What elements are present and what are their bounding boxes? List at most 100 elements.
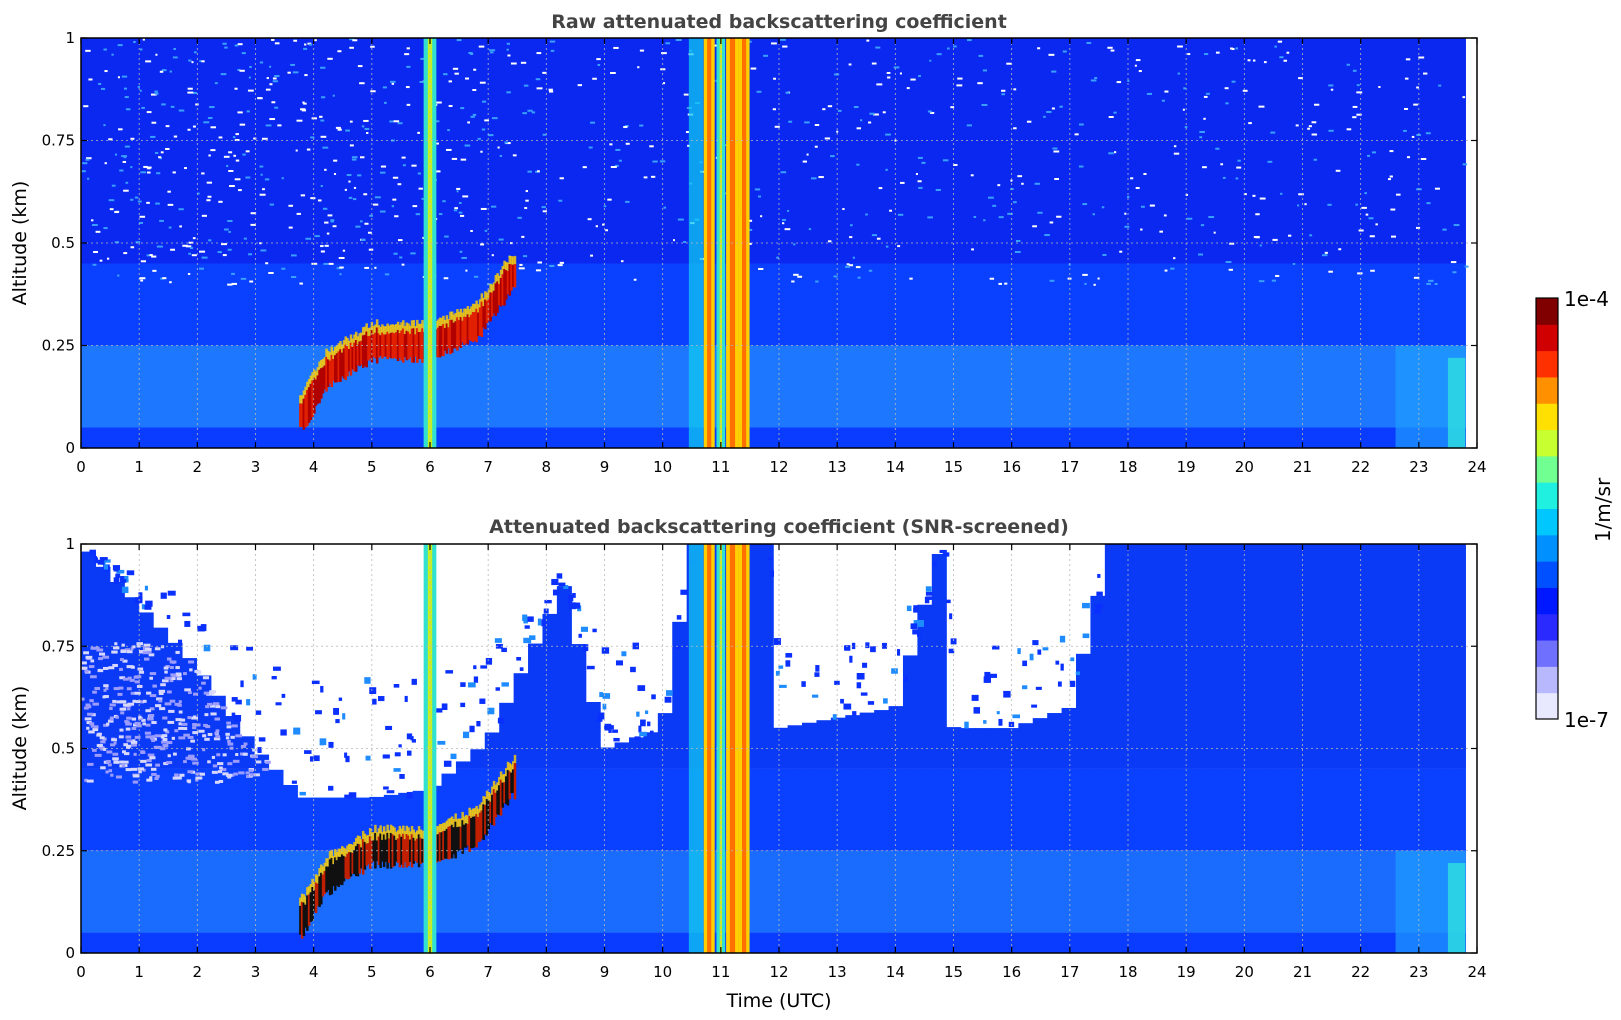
field-column [1076,653,1092,953]
x-tick-label: 7 [483,963,493,981]
field-column [845,715,861,953]
field-column [340,38,356,448]
x-tick-label: 8 [542,458,552,476]
field-column [1364,38,1380,448]
x-tick-label: 12 [769,963,788,981]
field-column [585,38,601,448]
field-column [816,38,832,448]
y-tick-label: 0.25 [42,842,75,860]
field-column [1090,38,1106,448]
field-column [239,736,255,953]
colorbar-step [1536,508,1558,536]
field-column [946,38,962,448]
field-column [167,38,183,448]
field-column [758,544,774,953]
field-column [657,713,673,953]
y-tick-label: 1 [65,535,75,553]
chart-title-screened: Attenuated backscattering coefficient (S… [489,516,1069,538]
field-column [1306,38,1322,448]
field-column [542,613,558,953]
field-column [1076,38,1092,448]
field-column [167,642,183,953]
field-column [268,38,284,448]
colorbar: 1e-4 1e-7 1/m/sr [1535,287,1615,732]
heatmap-raw [81,38,1477,448]
field-column [153,627,169,953]
field-column [383,38,399,448]
field-column [441,38,457,448]
x-tick-label: 6 [425,963,435,981]
x-axis-label: Time (UTC) [725,990,831,1012]
field-column [138,38,154,448]
field-column [1292,38,1308,448]
field-column [758,38,774,448]
y-axis-label-screened: Altitude (km) [9,686,31,811]
field-column [1176,544,1192,953]
late-boundary-layer [1395,850,1466,953]
field-column [282,784,298,953]
x-tick-label: 12 [769,458,788,476]
field-column [138,612,154,953]
field-column [802,722,818,953]
field-column [585,702,601,953]
x-tick-label: 1 [134,458,144,476]
field-column [931,38,947,448]
x-tick-label: 10 [653,963,672,981]
x-tick-label: 13 [828,458,847,476]
field-column [499,38,515,448]
field-column [1148,544,1164,953]
field-column [1047,38,1063,448]
colorbar-step [1536,666,1558,694]
colorbar-step [1536,613,1558,641]
field-column [181,38,197,448]
field-column [109,582,125,953]
late-boundary-layer [1395,345,1466,448]
field-column [1234,544,1250,953]
field-column [556,38,572,448]
field-column [153,38,169,448]
y-tick-label: 0.25 [42,337,75,355]
x-tick-label: 13 [828,963,847,981]
field-column [1292,544,1308,953]
field-column [859,712,875,953]
field-column [441,773,457,953]
field-column [1378,544,1394,953]
field-column [614,742,630,953]
field-column [628,38,644,448]
x-tick-label: 18 [1118,458,1137,476]
field-column [902,655,918,953]
x-tick-label: 22 [1351,963,1370,981]
x-tick-label: 4 [309,963,319,981]
x-tick-label: 10 [653,458,672,476]
field-column [657,38,673,448]
low-snr-patch [81,642,271,784]
y-tick-label: 0.5 [51,234,75,252]
y-axis-raw: 0 0.25 0.5 0.75 1 [42,29,1477,457]
colorbar-step [1536,640,1558,667]
field-column [859,38,875,448]
field-column [1364,544,1380,953]
field-column [1003,38,1019,448]
field-column [672,621,688,953]
y-tick-label: 0 [65,944,75,962]
x-tick-label: 15 [944,458,963,476]
field-column [1191,38,1207,448]
x-tick-label: 22 [1351,458,1370,476]
field-column [946,727,962,953]
field-column [1220,544,1236,953]
field-column [1220,38,1236,448]
x-tick-label: 9 [600,458,610,476]
field-column [1133,38,1149,448]
colorbar-step [1536,692,1558,720]
field-column [1277,544,1293,953]
field-column [1277,38,1293,448]
field-column [455,38,471,448]
scatter-patches [89,549,1104,799]
field-column [1306,544,1322,953]
field-column [931,554,947,953]
field-column [672,38,688,448]
colorbar-unit-label: 1/m/sr [1591,477,1615,542]
field-column [542,38,558,448]
field-column [1350,38,1366,448]
y-axis-label-raw: Altitude (km) [9,181,31,306]
